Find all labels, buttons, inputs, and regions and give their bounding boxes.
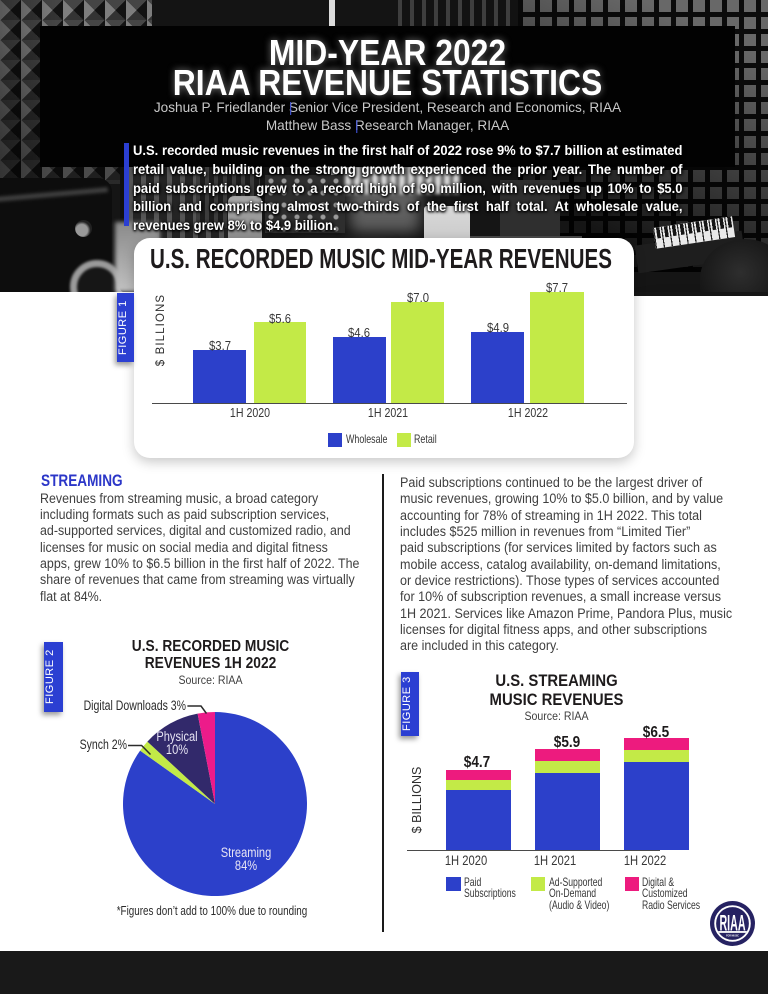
svg-text:FOR MUSIC: FOR MUSIC (726, 933, 739, 937)
